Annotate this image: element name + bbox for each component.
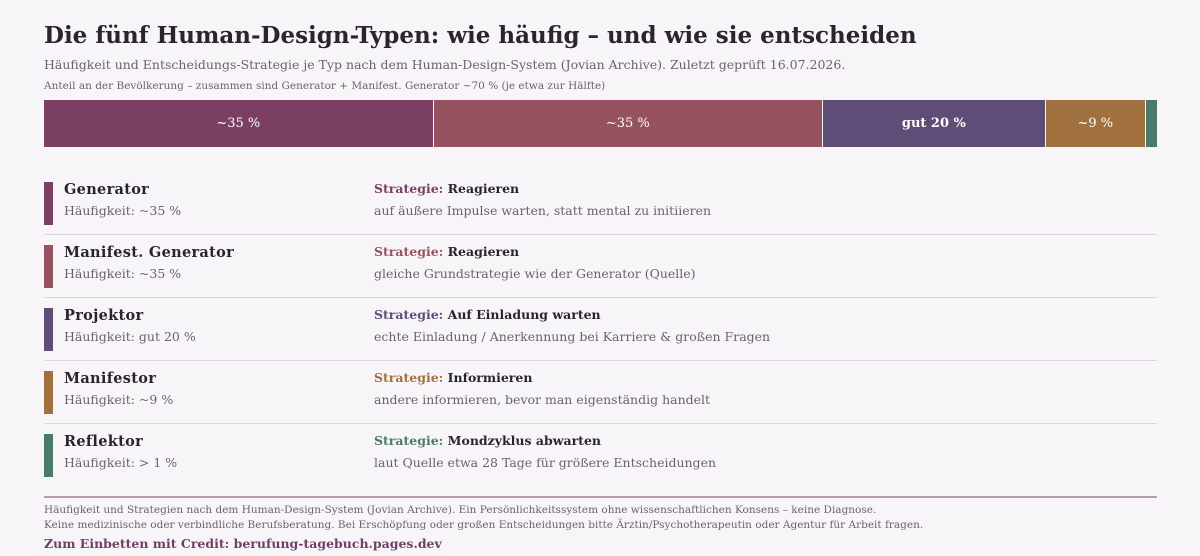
footer-note-1: Häufigkeit und Strategien nach dem Human… [44, 504, 877, 516]
bar-segment-1: ~35 % [44, 100, 434, 147]
strategy-line: Strategie: Reagieren [374, 244, 519, 259]
bar-data-label: gut 20 % [901, 116, 966, 131]
type-frequency: Häufigkeit: gut 20 % [64, 329, 196, 344]
bar-segment-4: ~9 % [1045, 100, 1146, 147]
credit-link[interactable]: Zum Einbetten mit Credit: berufung-tageb… [44, 536, 442, 551]
strategy-label: Strategie: [374, 370, 444, 385]
strategy-label: Strategie: [374, 433, 444, 448]
type-name: Projektor [64, 307, 144, 324]
type-row: Projektor Häufigkeit: gut 20 % Strategie: … [44, 298, 1157, 361]
strategy-line: Strategie: Auf Einladung warten [374, 307, 601, 322]
footer-divider [44, 496, 1157, 498]
strategy-value: Reagieren [447, 181, 520, 196]
bar-segment-5 [1145, 100, 1157, 147]
type-row: Manifest. Generator Häufigkeit: ~35 % Stra… [44, 235, 1157, 298]
type-frequency: Häufigkeit: ~9 % [64, 392, 174, 407]
bar-caption: Anteil an der Bevölkerung – zusammen sin… [44, 80, 606, 92]
strategy-line: Strategie: Mondzyklus abwarten [374, 433, 601, 448]
type-frequency: Häufigkeit: > 1 % [64, 455, 178, 470]
strategy-description: laut Quelle etwa 28 Tage für größere Ent… [374, 455, 717, 470]
color-swatch [44, 182, 53, 225]
footer-note-2: Keine medizinische oder verbindliche Ber… [44, 519, 924, 531]
type-frequency: Häufigkeit: ~35 % [64, 266, 182, 281]
strategy-description: echte Einladung / Anerkennung bei Karrie… [374, 329, 771, 344]
type-list: Generator Häufigkeit: ~35 % Strategie: Rea… [44, 172, 1157, 486]
color-swatch [44, 245, 53, 288]
bar-segment-3: gut 20 % [823, 100, 1046, 147]
strategy-value: Reagieren [447, 244, 520, 259]
type-frequency: Häufigkeit: ~35 % [64, 203, 182, 218]
bar-data-label: ~9 % [1077, 116, 1114, 131]
strategy-value: Auf Einladung warten [447, 307, 601, 322]
type-row: Generator Häufigkeit: ~35 % Strategie: Rea… [44, 172, 1157, 235]
strategy-value: Mondzyklus abwarten [447, 433, 601, 448]
stacked-bar-chart: ~35 % ~35 % gut 20 % ~9 % [44, 100, 1157, 147]
type-name: Manifest. Generator [64, 244, 235, 261]
type-name: Manifestor [64, 370, 157, 387]
type-row: Manifestor Häufigkeit: ~9 % Strategie: Inf… [44, 361, 1157, 424]
page-title: Die fünf Human-Design-Typen: wie häufig … [44, 22, 917, 49]
strategy-description: andere informieren, bevor man eigenständ… [374, 392, 711, 407]
type-name: Reflektor [64, 433, 144, 450]
type-name: Generator [64, 181, 150, 198]
strategy-value: Informieren [447, 370, 533, 385]
bar-segment-2: ~35 % [433, 100, 824, 147]
strategy-line: Strategie: Reagieren [374, 181, 519, 196]
strategy-label: Strategie: [374, 181, 444, 196]
bar-data-label: ~35 % [605, 116, 650, 131]
subtitle: Häufigkeit und Entscheidungs-Strategie j… [44, 57, 846, 72]
color-swatch [44, 434, 53, 477]
strategy-description: gleiche Grundstrategie wie der Generator… [374, 266, 696, 281]
bar-data-label: ~35 % [216, 116, 261, 131]
strategy-line: Strategie: Informieren [374, 370, 532, 385]
color-swatch [44, 371, 53, 414]
strategy-description: auf äußere Impulse warten, statt mental … [374, 203, 712, 218]
color-swatch [44, 308, 53, 351]
strategy-label: Strategie: [374, 244, 444, 259]
strategy-label: Strategie: [374, 307, 444, 322]
type-row: Reflektor Häufigkeit: > 1 % Strategie: Mon… [44, 424, 1157, 486]
